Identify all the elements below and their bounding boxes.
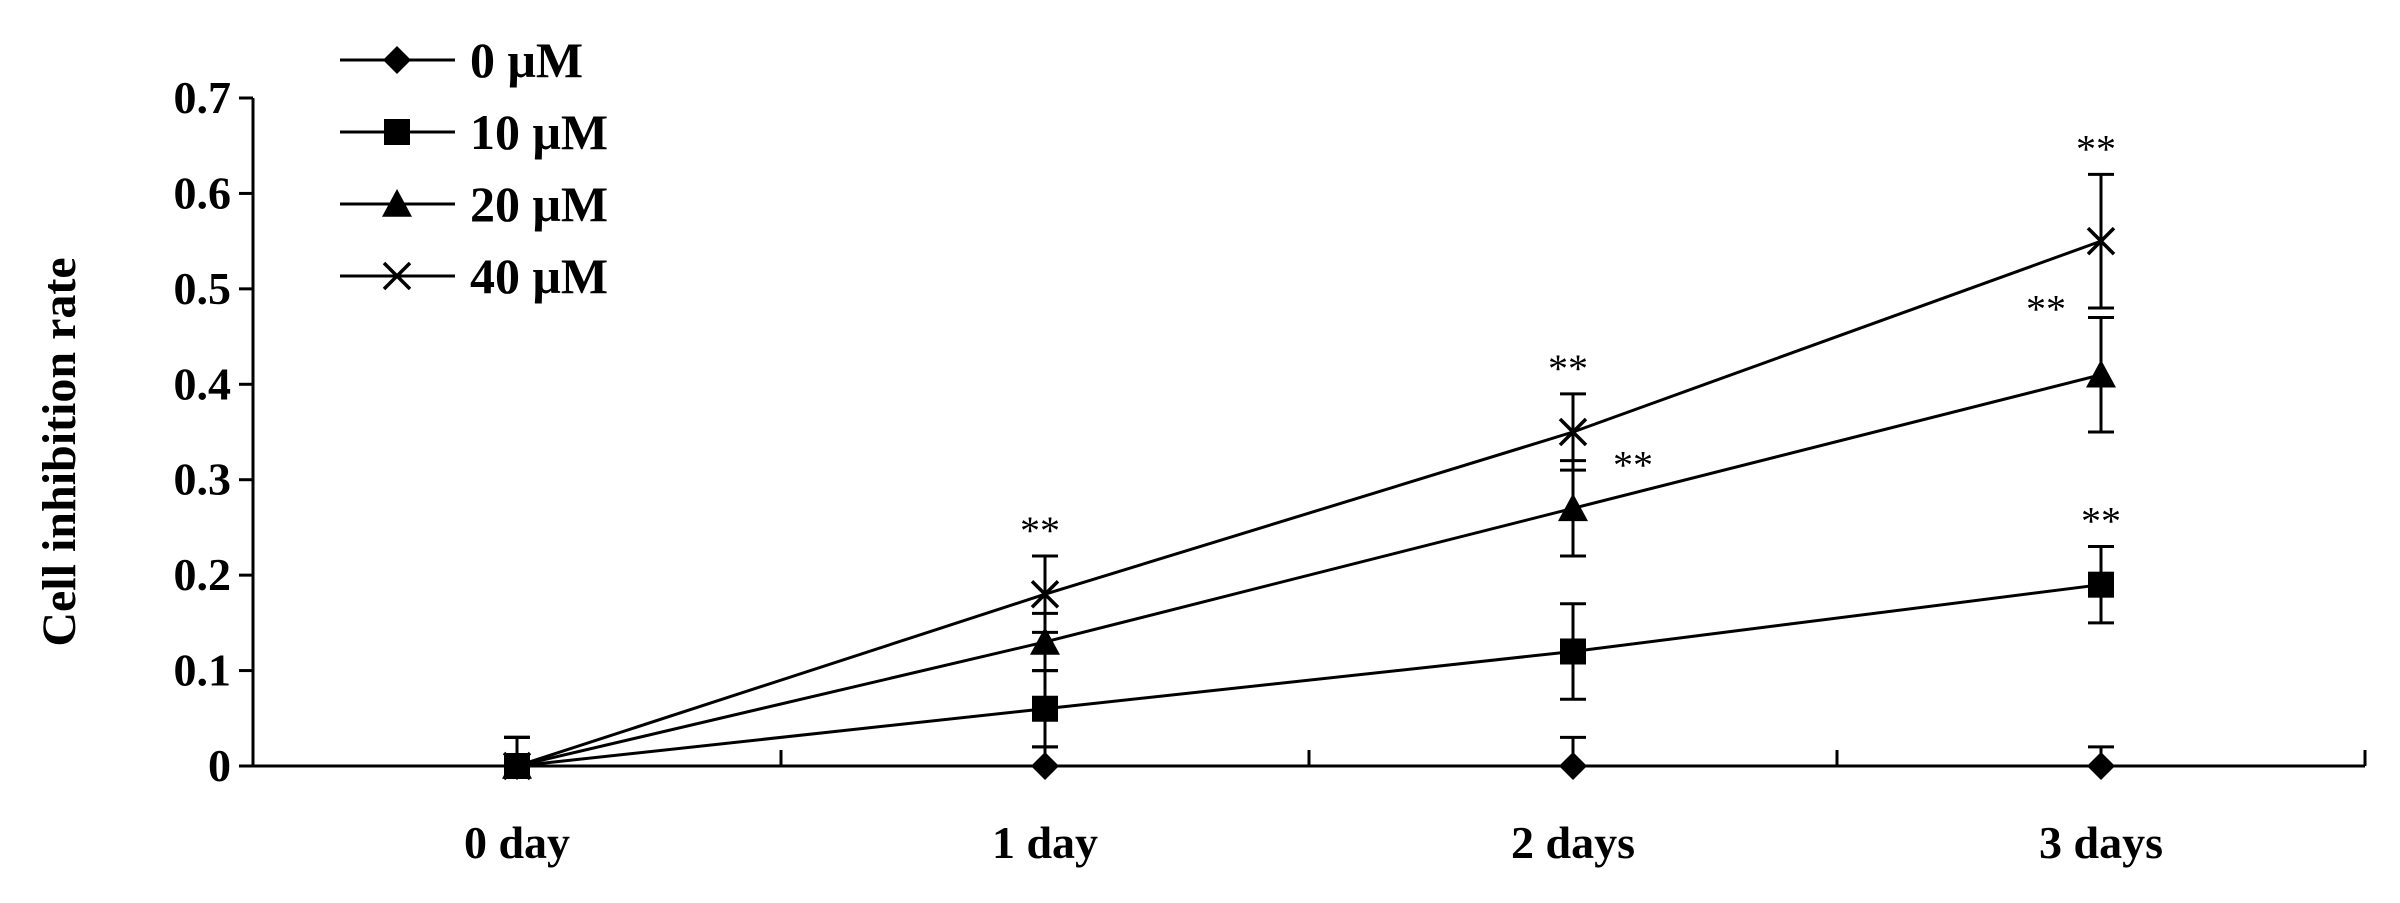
legend-marker-10m [384,119,410,145]
y-tick-label: 0.3 [174,454,232,505]
significance-annotation: ** [1613,443,1653,488]
x-tick-label: 2 days [1511,817,1635,868]
legend-marker-0m [383,46,411,74]
data-point-0m [2087,752,2115,780]
legend: 0 μM 10 μM 20 μM 40 μM [340,32,608,304]
x-tick-label: 1 day [992,817,1098,868]
annotations: ** ** ** ** ** ** [1020,126,2121,553]
data-point-20m [1558,493,1588,522]
x-tick-label: 3 days [2039,817,2163,868]
data-point-20m [1030,626,1060,655]
data-point-20m [2086,359,2116,388]
error-bars [504,172,2114,766]
x-tick-label: 0 day [464,817,570,868]
significance-annotation: ** [1020,508,1060,553]
y-tick-label: 0.6 [174,167,232,218]
significance-annotation: ** [2081,499,2121,544]
data-point-10m [1560,638,1586,665]
y-tick-label: 0.7 [174,72,232,123]
y-tick-label: 0.1 [174,645,232,696]
y-tick-label: 0.2 [174,549,232,600]
legend-label-40m: 40 μM [470,248,608,304]
series-line-40m [516,239,2102,768]
significance-annotation: ** [2076,126,2116,171]
legend-label-20m: 20 μM [470,176,608,232]
data-point-40m [1558,417,1588,447]
data-point-0m [1559,752,1587,780]
series-line-10m [516,583,2102,768]
series-lines [516,239,2102,768]
y-tick-label: 0.4 [174,358,232,409]
significance-annotation: ** [2026,286,2066,331]
data-point-10m [2088,571,2114,598]
x-axis-ticks: 0 day 1 day 2 days 3 days [464,750,2367,868]
y-tick-label: 0.5 [174,263,232,314]
markers [502,226,2116,781]
data-point-10m [1032,695,1058,722]
legend-label-10m: 10 μM [470,104,608,160]
legend-marker-20m [382,189,412,217]
y-axis-title: Cell inhibition rate [33,257,86,646]
series-line-20m [516,373,2102,768]
data-point-40m [502,751,532,781]
legend-marker-40m [382,261,412,291]
data-point-40m [1030,579,1060,609]
data-point-40m [2086,226,2116,256]
significance-annotation: ** [1548,346,1588,391]
data-point-0m [1031,752,1059,780]
legend-label-0m: 0 μM [470,32,583,88]
y-tick-label: 0 [208,740,231,791]
y-axis-ticks: 0 0.1 0.2 0.3 0.4 0.5 0.6 0.7 [174,72,253,791]
